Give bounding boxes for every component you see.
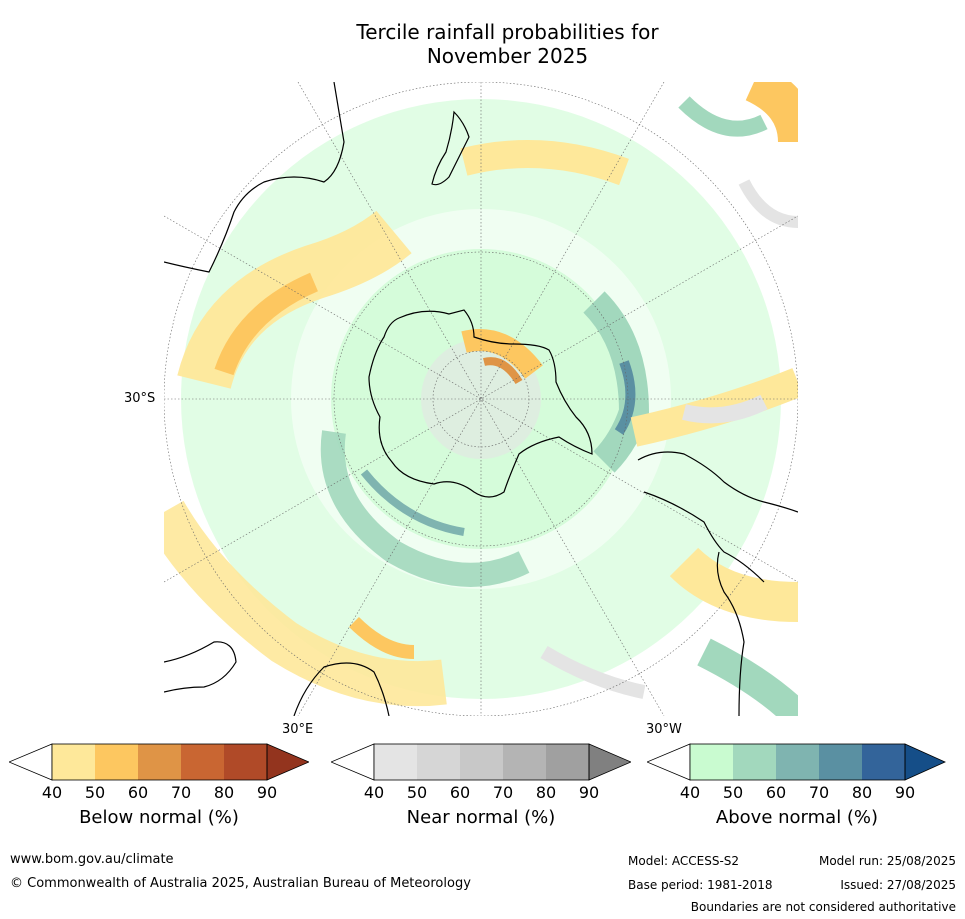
footer-url[interactable]: www.bom.gov.au/climate: [10, 852, 174, 867]
colorbar-label-above: Above normal (%): [715, 807, 879, 828]
colorbar-tick: 80: [535, 783, 557, 802]
colorbar-tick: 60: [449, 783, 471, 802]
colorbar-above-normal: 40 50 60 70 80 90 Above normal (%): [645, 743, 947, 828]
colorbar-tick: 40: [679, 783, 701, 802]
lat-label-30s: 30°S: [124, 391, 156, 406]
colorbar-tick: 80: [851, 783, 873, 802]
colorbar-tick: 50: [406, 783, 428, 802]
colorbar-above-svg: [645, 743, 946, 781]
colorbar-label-below: Below normal (%): [79, 807, 239, 828]
polar-map: [164, 82, 798, 716]
colorbar-near-svg: [329, 743, 633, 781]
colorbar-tick: 40: [363, 783, 385, 802]
footer-issued: Issued: 27/08/2025: [840, 878, 956, 892]
colorbar-tick: 90: [578, 783, 600, 802]
colorbar-tick: 70: [492, 783, 514, 802]
colorbar-tick: 50: [722, 783, 744, 802]
colorbar-tick: 50: [84, 783, 106, 802]
colorbar-tick: 60: [127, 783, 149, 802]
map-svg: [164, 82, 798, 716]
south-america-coast: [637, 451, 798, 716]
footer-base-period: Base period: 1981-2018: [628, 878, 773, 892]
colorbar-label-near: Near normal (%): [406, 807, 556, 828]
colorbar-tick: 90: [894, 783, 916, 802]
australia-coast: [164, 82, 345, 273]
colorbar-tick: 40: [41, 783, 63, 802]
footer-model-run: Model run: 25/08/2025: [818, 854, 956, 868]
antarctica-coast: [368, 309, 593, 498]
colorbar-tick: 60: [765, 783, 787, 802]
new-zealand-coast: [431, 110, 470, 186]
colorbar-tick: 80: [213, 783, 235, 802]
colorbar-tick: 70: [170, 783, 192, 802]
colorbar-below-svg: [7, 743, 311, 781]
graticule: [164, 82, 798, 716]
title-line-2: November 2025: [426, 44, 589, 68]
lon-label-30e: 30°E: [282, 722, 314, 737]
colorbar-below-normal: 40 50 60 70 80 90 Below normal (%): [7, 743, 311, 828]
title-line-1: Tercile rainfall probabilities for: [356, 20, 659, 44]
footer-disclaimer: Boundaries are not considered authoritat…: [690, 900, 956, 914]
africa-coast: [164, 641, 390, 716]
footer-model: Model: ACCESS-S2: [628, 854, 740, 868]
colorbar-tick: 70: [808, 783, 830, 802]
lon-label-30w: 30°W: [646, 722, 682, 737]
footer-copyright: © Commonwealth of Australia 2025, Austra…: [10, 876, 471, 891]
chart-title: Tercile rainfall probabilities for Novem…: [300, 20, 715, 68]
probability-field: [164, 82, 798, 716]
colorbar-near-normal: 40 50 60 70 80 90 Near normal (%): [329, 743, 633, 828]
coastlines: [164, 82, 798, 716]
colorbar-tick: 90: [256, 783, 278, 802]
